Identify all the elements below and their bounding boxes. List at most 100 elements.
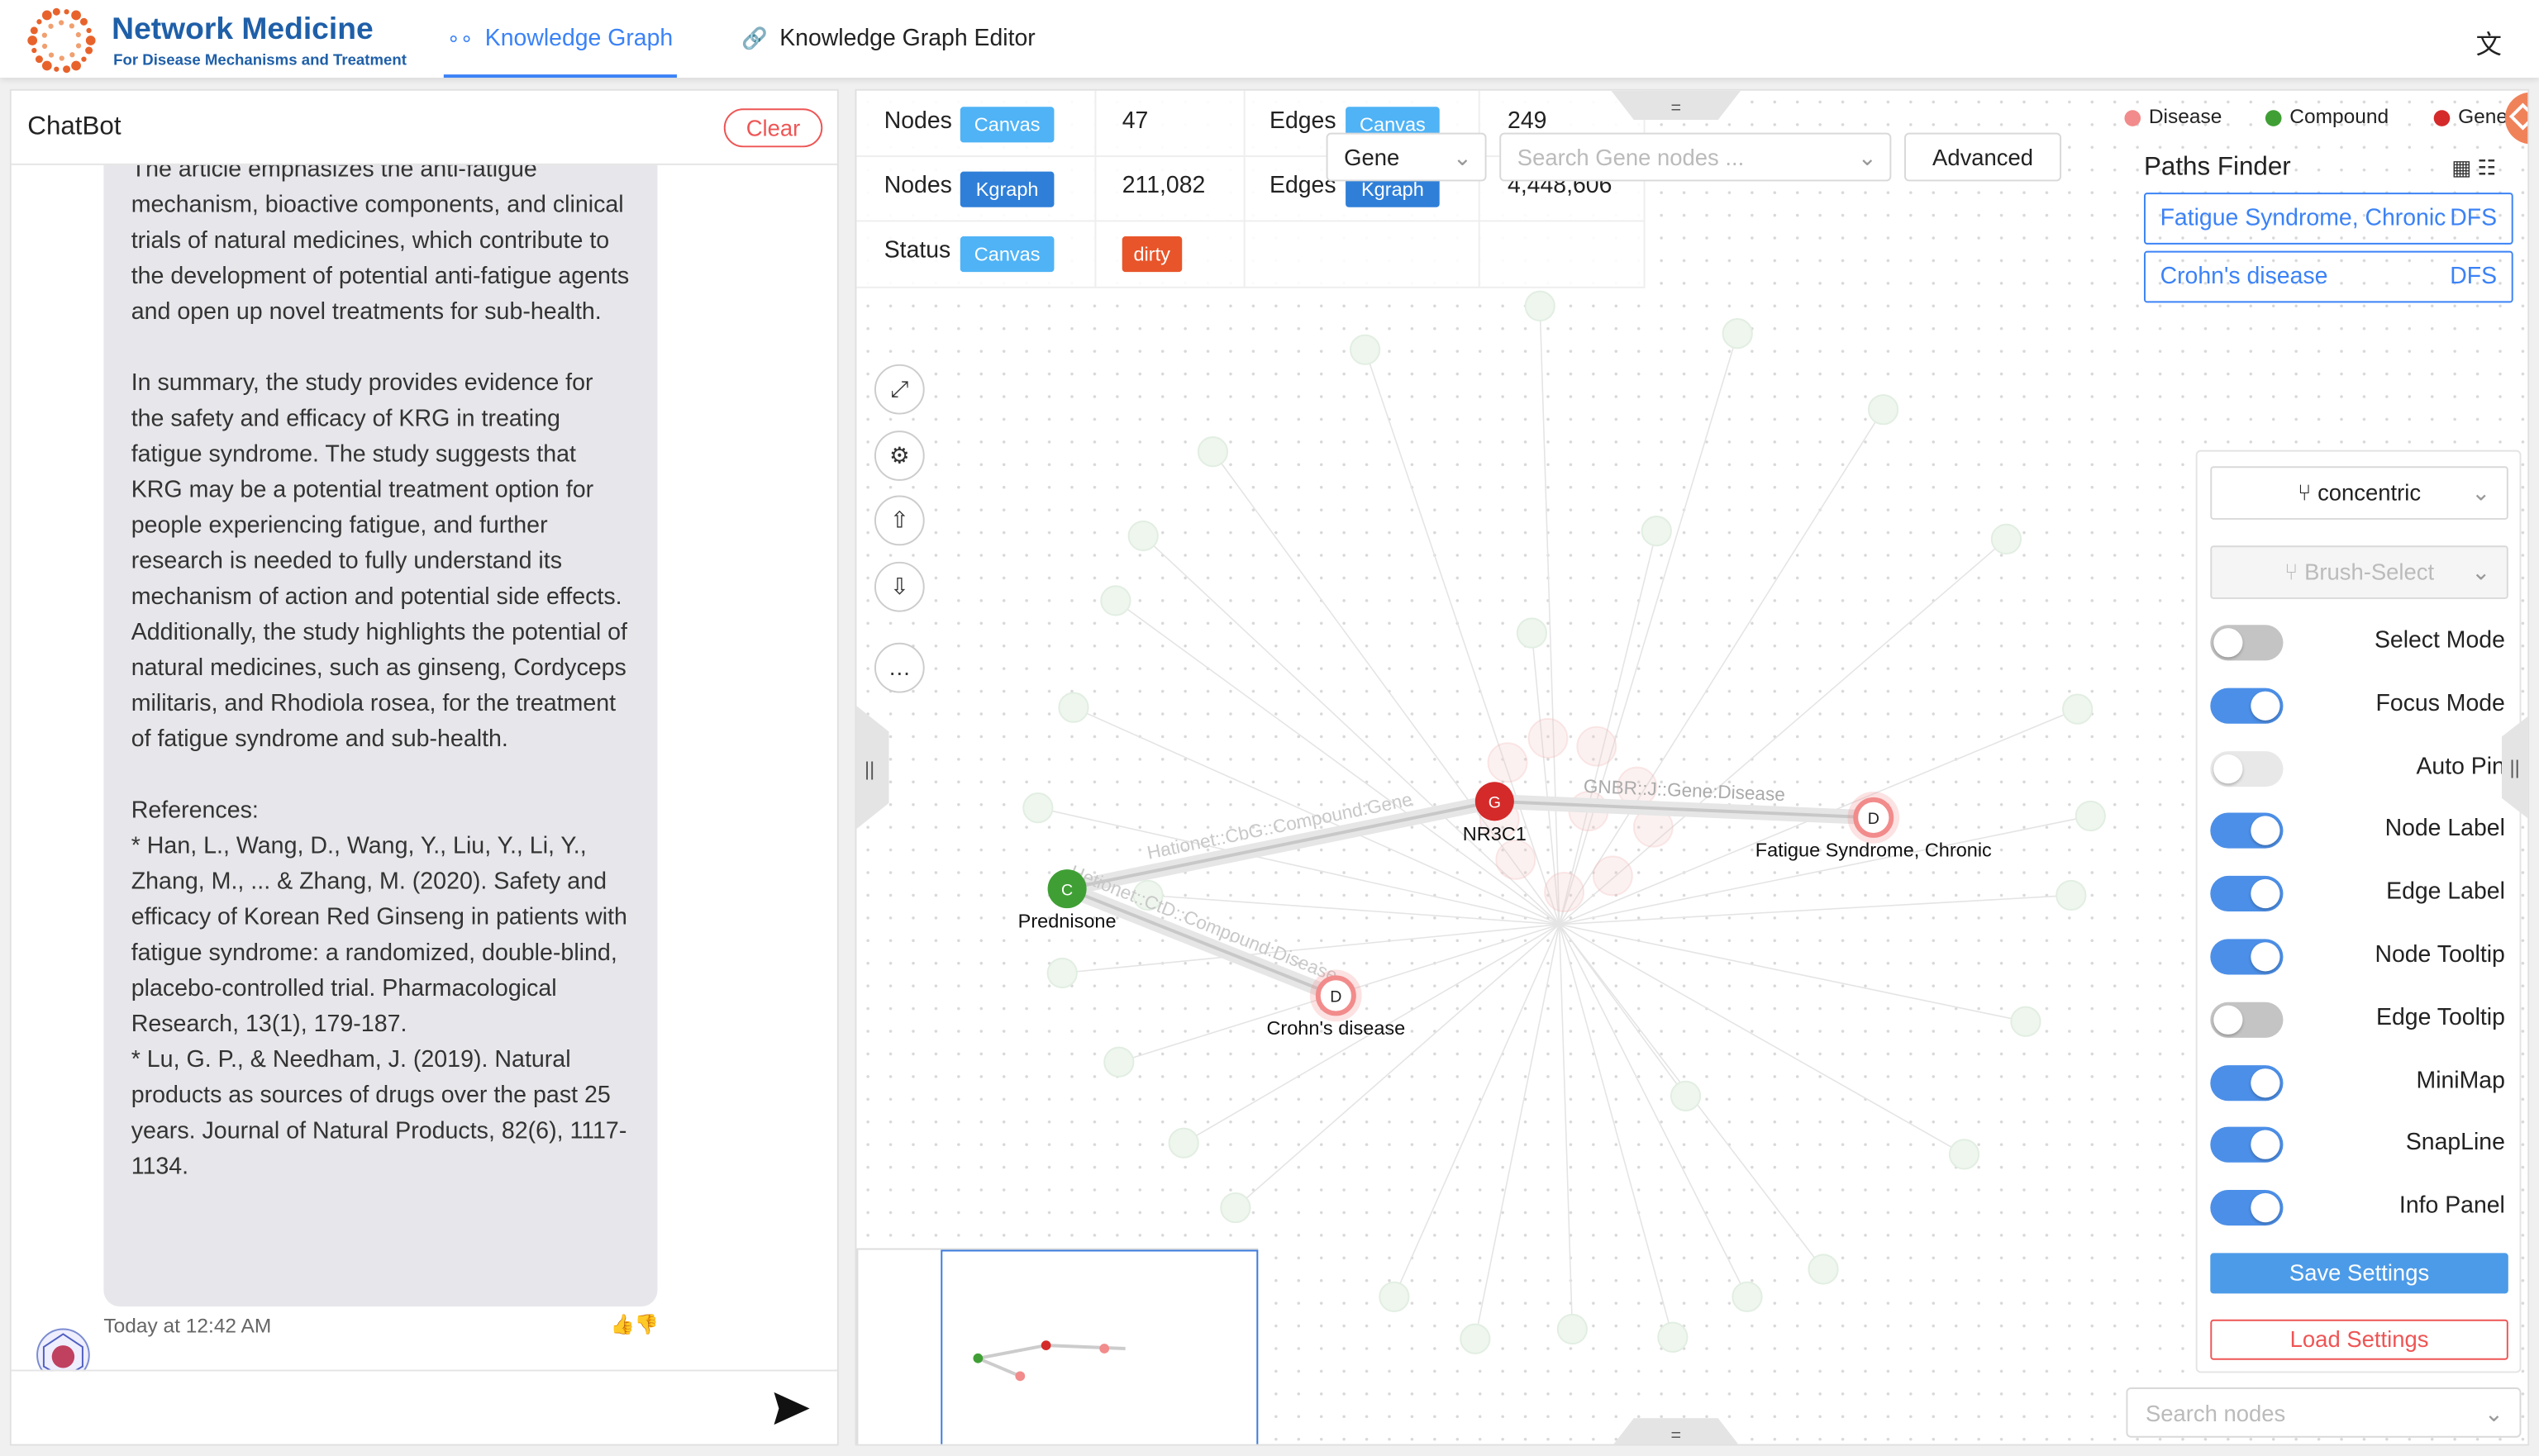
- tab[interactable]: 🔗 Knowledge Graph Editor: [741, 26, 1036, 52]
- tool-button[interactable]: …: [874, 642, 925, 693]
- tab-underline: [443, 74, 677, 79]
- toggle[interactable]: [2210, 939, 2284, 975]
- faint-node: [1527, 717, 1569, 759]
- orange-button[interactable]: [2495, 91, 2529, 150]
- stat-tag: Canvas: [960, 236, 1055, 273]
- faint-node: [1349, 334, 1381, 365]
- tool-button[interactable]: ⇩: [874, 561, 925, 612]
- faint-node: [2055, 879, 2087, 911]
- divider: [11, 163, 837, 165]
- node[interactable]: [1474, 782, 1514, 821]
- toggle-label: Select Mode: [2374, 628, 2505, 654]
- toggle-knob: [2251, 691, 2280, 721]
- search-gene[interactable]: Search Gene nodes ... ⌄: [1499, 132, 1892, 182]
- path-item[interactable]: Crohn's disease DFS: [2143, 250, 2513, 303]
- faint-node: [1022, 792, 1054, 824]
- message-paragraph: The article emphasizes the anti-fatigue …: [131, 164, 630, 326]
- send-button[interactable]: [773, 1391, 812, 1426]
- advanced-button[interactable]: Advanced: [1904, 132, 2062, 182]
- stat-label: Nodes: [884, 173, 952, 199]
- top-handle[interactable]: =: [1611, 90, 1741, 123]
- load-button[interactable]: Load Settings: [2210, 1319, 2508, 1360]
- logo-dot: [54, 66, 60, 72]
- bottom-handle[interactable]: =: [1611, 1415, 1741, 1445]
- toggle-label: Focus Mode: [2375, 691, 2505, 717]
- logo-dot: [71, 60, 81, 71]
- tool-button[interactable]: ⚙: [874, 431, 925, 481]
- toggle[interactable]: [2210, 876, 2284, 912]
- right-handle[interactable]: ||: [2501, 714, 2529, 821]
- select-value: concentric: [2317, 478, 2422, 506]
- tool-button[interactable]: ⤢: [874, 364, 925, 415]
- faint-edge: [1559, 923, 2027, 1023]
- faint-node: [1516, 617, 1548, 649]
- toggle-label: MiniMap: [2416, 1068, 2505, 1094]
- edge: [1066, 887, 1337, 997]
- faint-node: [1641, 516, 1672, 547]
- faint-node: [1487, 742, 1528, 783]
- faint-node: [1379, 1281, 1410, 1312]
- toggle-knob: [2251, 942, 2280, 972]
- search-nodes[interactable]: Search nodes ⌄: [2126, 1387, 2522, 1438]
- faint-edge: [1539, 306, 1560, 925]
- toggle[interactable]: [2210, 1190, 2284, 1226]
- brand-title: Network Medicine: [112, 12, 374, 47]
- node-label: Crohn's disease: [1266, 1017, 1405, 1039]
- clear-button[interactable]: Clear: [723, 108, 823, 148]
- tool-button[interactable]: ⇧: [874, 495, 925, 546]
- faint-node: [1197, 436, 1229, 468]
- toggle[interactable]: [2210, 688, 2284, 724]
- faint-edge: [1559, 538, 2007, 925]
- select-icon: ⑂: [2284, 558, 2305, 585]
- toggle-knob: [2251, 816, 2280, 846]
- faint-node: [1220, 1192, 1251, 1224]
- toggle[interactable]: [2210, 1127, 2284, 1163]
- message-paragraph: In summary, the study provides evidence …: [131, 370, 628, 754]
- faint-edge: [1148, 894, 1560, 925]
- toggle[interactable]: [2210, 1064, 2284, 1101]
- faint-node: [1556, 1313, 1588, 1345]
- faint-node: [1867, 394, 1899, 426]
- minimap-viewport: [941, 1249, 1259, 1444]
- faint-node: [1592, 855, 1633, 897]
- path-algorithm: DFS: [2450, 205, 2498, 232]
- type-select[interactable]: Gene ⌄: [1326, 132, 1487, 182]
- faint-edge: [1062, 923, 1560, 974]
- placeholder: Search nodes: [2145, 1400, 2286, 1427]
- node-label: NR3C1: [1463, 823, 1527, 845]
- chat-title: ChatBot: [27, 113, 121, 141]
- tab-label: Knowledge Graph: [484, 26, 674, 52]
- minimap[interactable]: [856, 1248, 1259, 1444]
- left-handle[interactable]: ||: [856, 706, 889, 830]
- toggle[interactable]: [2210, 1002, 2284, 1038]
- toggle[interactable]: [2210, 625, 2284, 661]
- faint-edge: [1559, 924, 1965, 1155]
- feedback-icons[interactable]: 👍👎: [610, 1312, 660, 1336]
- stat-value: 211,082: [1122, 173, 1206, 199]
- path-item[interactable]: Fatigue Syndrome, Chronic DFS: [2143, 193, 2513, 245]
- toggle[interactable]: [2210, 813, 2284, 849]
- toggle[interactable]: [2210, 750, 2284, 787]
- graph-canvas: Hationet::CbG::Compound:Gene GNBR::J::Gen…: [1018, 290, 2106, 1354]
- faint-node: [1576, 726, 1617, 767]
- node[interactable]: [1315, 975, 1356, 1016]
- tab-active[interactable]: ∘∘ Knowledge Graph: [446, 26, 674, 52]
- logo-dot: [69, 52, 75, 58]
- stat-label: Nodes: [884, 108, 952, 135]
- faint-edge: [1558, 531, 1658, 925]
- select[interactable]: ⑂ concentric ⌄: [2210, 466, 2508, 520]
- paths-icons[interactable]: ▦ ☷: [2451, 155, 2497, 180]
- legend: Disease Compound Gene: [2120, 105, 2528, 137]
- language-icon[interactable]: 文: [2475, 32, 2502, 60]
- save-button[interactable]: Save Settings: [2210, 1253, 2508, 1294]
- path-label: Crohn's disease: [2160, 264, 2328, 290]
- logo-dot: [30, 26, 38, 35]
- svg-text:=: =: [1670, 1425, 1681, 1445]
- toggle-knob: [2251, 1193, 2280, 1223]
- faint-node: [1808, 1254, 1839, 1285]
- node[interactable]: [1047, 869, 1087, 909]
- node[interactable]: [1853, 797, 1894, 838]
- faint-node: [1657, 1321, 1689, 1353]
- logo-dot: [85, 46, 93, 55]
